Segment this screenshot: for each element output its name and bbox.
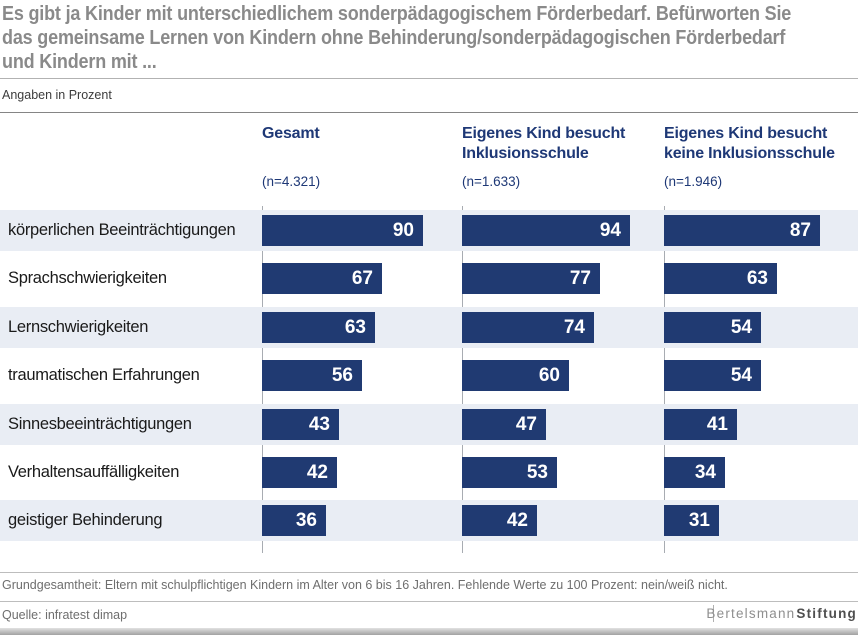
source-label: Quelle: infratest dimap <box>2 608 128 622</box>
brand-name-regular: Bertelsmann <box>706 606 796 621</box>
bar: 77 <box>462 263 600 294</box>
bar: 36 <box>262 505 326 536</box>
divider <box>0 601 858 602</box>
bar-value: 31 <box>688 510 710 531</box>
table-row: Sprachschwierigkeiten 67 77 63 <box>0 258 858 299</box>
brand-logo: BertelsmannStiftung <box>706 606 857 621</box>
bar: 67 <box>262 263 382 294</box>
page-title-line: das gemeinsame Lernen von Kindern ohne B… <box>2 27 786 49</box>
footnote: Grundgesamtheit: Eltern mit schulpflicht… <box>2 578 728 592</box>
bar: 63 <box>664 263 777 294</box>
sample-size-label: (n=4.321) <box>262 174 321 189</box>
bar-value: 87 <box>789 220 811 241</box>
divider <box>0 78 858 79</box>
column-header-keine-inklusionsschule: Eigenes Kind besucht keine Inklusionssch… <box>664 124 858 189</box>
column-header-label: keine Inklusionsschule <box>664 145 835 162</box>
bar: 54 <box>664 312 761 343</box>
brand-divider <box>713 605 714 622</box>
column-header-label: Inklusionsschule <box>462 145 589 162</box>
bar-chart: körperlichen Beeinträchtigungen 90 94 87 Spr… <box>0 206 858 553</box>
bar: 47 <box>462 409 546 440</box>
row-label: Sinnesbeeinträchtigungen <box>8 415 192 433</box>
bar: 41 <box>664 409 737 440</box>
table-row: geistiger Behinderung 36 42 31 <box>0 500 858 541</box>
row-label: traumatischen Erfahrungen <box>8 366 200 384</box>
divider <box>0 112 858 113</box>
bar: 42 <box>462 505 537 536</box>
bar: 34 <box>664 457 725 488</box>
column-header-inklusionsschule: Eigenes Kind besucht Inklusionsschule (n… <box>462 124 662 189</box>
bar-value: 77 <box>569 268 591 289</box>
bar: 90 <box>262 215 423 246</box>
bar-value: 54 <box>730 317 752 338</box>
page-title: Es gibt ja Kinder mit unterschiedlichem … <box>2 2 848 74</box>
row-label: Lernschwierigkeiten <box>8 318 149 336</box>
brand-name-bold: Stiftung <box>796 606 857 621</box>
bar: 43 <box>262 409 339 440</box>
row-label: Verhaltensauffälligkeiten <box>8 463 180 481</box>
bar: 63 <box>262 312 375 343</box>
bar: 94 <box>462 215 630 246</box>
bar-value: 34 <box>694 462 716 483</box>
bar-value: 54 <box>730 365 752 386</box>
bar: 53 <box>462 457 557 488</box>
bar: 74 <box>462 312 594 343</box>
table-row: körperlichen Beeinträchtigungen 90 94 87 <box>0 210 858 251</box>
column-header-label: Gesamt <box>262 125 320 142</box>
bar-value: 63 <box>344 317 366 338</box>
unit-note: Angaben in Prozent <box>2 88 112 102</box>
table-row: traumatischen Erfahrungen 56 60 54 <box>0 355 858 396</box>
sample-size-label: (n=1.633) <box>462 174 521 189</box>
divider <box>0 572 858 573</box>
page-title-line: Es gibt ja Kinder mit unterschiedlichem … <box>2 3 792 25</box>
bar: 54 <box>664 360 761 391</box>
bottom-edge-bar <box>0 628 858 635</box>
column-header-label: Eigenes Kind besucht <box>462 125 626 142</box>
bar-value: 90 <box>392 220 414 241</box>
bar-value: 94 <box>599 220 621 241</box>
bar-value: 36 <box>295 510 317 531</box>
bar-value: 60 <box>538 365 560 386</box>
row-label: körperlichen Beeinträchtigungen <box>8 221 236 239</box>
bar: 42 <box>262 457 337 488</box>
bar: 87 <box>664 215 820 246</box>
bar-value: 42 <box>306 462 328 483</box>
column-header-label: Eigenes Kind besucht <box>664 125 828 142</box>
bar-value: 43 <box>308 414 330 435</box>
column-header-gesamt: Gesamt (n=4.321) <box>262 124 462 189</box>
table-row: Sinnesbeeinträchtigungen 43 47 41 <box>0 404 858 445</box>
sample-size-label: (n=1.946) <box>664 174 723 189</box>
bar-value: 47 <box>515 414 537 435</box>
bar-value: 41 <box>706 414 728 435</box>
row-label: geistiger Behinderung <box>8 511 163 529</box>
table-row: Verhaltensauffälligkeiten 42 53 34 <box>0 452 858 493</box>
row-label: Sprachschwierigkeiten <box>8 269 167 287</box>
table-row: Lernschwierigkeiten 63 74 54 <box>0 307 858 348</box>
bar: 56 <box>262 360 362 391</box>
page-title-line: und Kindern mit ... <box>2 51 157 73</box>
bar-value: 74 <box>563 317 585 338</box>
bar-value: 67 <box>351 268 373 289</box>
bar: 31 <box>664 505 719 536</box>
bar-value: 42 <box>506 510 528 531</box>
bar-value: 56 <box>331 365 353 386</box>
bar-value: 63 <box>746 268 768 289</box>
bar: 60 <box>462 360 569 391</box>
bar-value: 53 <box>526 462 548 483</box>
